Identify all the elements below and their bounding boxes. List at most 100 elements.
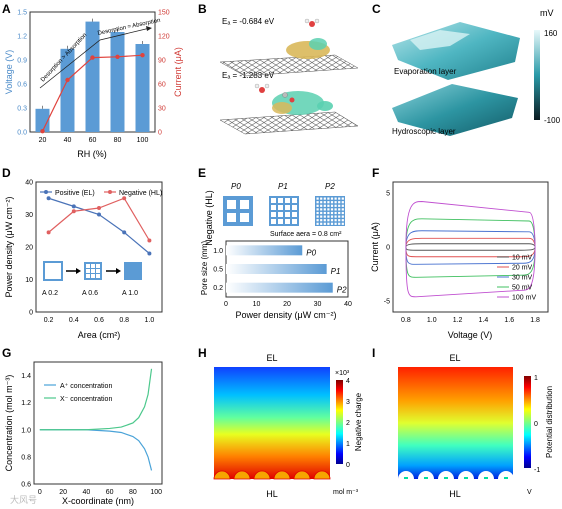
trend-arrow [39, 27, 151, 89]
x-tick-label: 0.2 [44, 317, 54, 324]
pore-contact [504, 477, 508, 479]
voltage-bar [110, 32, 125, 132]
colorbar-tick: 0 [346, 462, 350, 469]
colorbar-tick: 1 [534, 375, 538, 382]
concentration-line [39, 429, 153, 471]
y-tick-label: 10 [25, 277, 33, 284]
x-tick-label: 1.6 [504, 317, 514, 324]
colorbar-tick: 1 [346, 441, 350, 448]
y-tick-label: 1.2 [17, 34, 27, 41]
x-tick-label: 60 [89, 137, 97, 144]
oxygen-atom-bottom-2 [289, 97, 295, 103]
x-tick-label: 40 [82, 489, 90, 496]
x-tick-label: 60 [106, 489, 114, 496]
current-point [90, 55, 95, 60]
panel-d-x-axis-label: Area (cm²) [78, 330, 121, 340]
x-tick-label: 0.4 [69, 317, 79, 324]
panel-label-f: F [372, 166, 379, 180]
x-tick-label: 10 [253, 301, 261, 308]
series-point [97, 212, 101, 217]
colorbar-max: 160 [544, 29, 558, 38]
oxygen-atom-bottom [259, 87, 265, 93]
pattern-label-p1: P1 [278, 182, 288, 191]
series-point [97, 206, 101, 210]
legend-label: 50 mV [512, 285, 533, 292]
hydrogen-atom-bottom-1 [254, 83, 260, 89]
pore [213, 470, 231, 480]
pore [438, 471, 454, 479]
legend-marker-positive [44, 190, 48, 194]
pore-contact [464, 477, 468, 479]
x-tick-label: 1.4 [479, 317, 489, 324]
power-bar [226, 264, 327, 274]
inset-label-a06: A 0.6 [82, 290, 98, 297]
panel-h-simulation: EL HL ×10³ 4 3 2 1 0 Negative charge mol m⁻³ [213, 353, 363, 499]
current-point [40, 129, 45, 134]
series-point [147, 238, 152, 243]
voltage-bar [60, 48, 75, 132]
colorbar-tick: 4 [346, 378, 350, 385]
panel-label-i: I [372, 346, 375, 360]
y2-tick-label: 0 [158, 130, 162, 137]
colorbar-unit-mv: mV [540, 8, 554, 18]
panel-f-x-axis-label: Voltage (V) [448, 330, 493, 340]
pore-contact [484, 477, 488, 479]
series-point [147, 251, 152, 256]
panel-b-dft: Eₐ = -0.684 eV Eₐ = -1.283 eV [219, 17, 359, 135]
x-tick-label: 100 [137, 137, 149, 144]
current-point [115, 54, 120, 59]
inset-arrow-2-head [116, 268, 121, 274]
panel-h-cb-exponent: ×10³ [335, 370, 350, 377]
legend-cation-label: A⁺ concentration [60, 383, 112, 390]
panel-c-kpfm: Evaporation layer Hydroscopic layer mV 1… [392, 8, 561, 136]
y-tick-label: 1.0 [213, 248, 223, 255]
y-tick-label: 0 [386, 245, 390, 252]
y-tick-label: 1.5 [17, 10, 27, 17]
bar-label: P2 [337, 286, 347, 295]
panel-i-cb-label: Potential distribution [545, 386, 554, 458]
x-tick-label: 40 [344, 301, 352, 308]
y-tick-label: 0.6 [17, 82, 27, 89]
y-tick-label: 0.8 [21, 454, 31, 461]
panel-e-chart: Negative (HL) P0 P1 P2 Surface aera = 0.… [200, 182, 352, 320]
panel-label-d: D [2, 166, 11, 180]
pattern-label-p0: P0 [231, 182, 241, 191]
panel-e-vertical-title: Negative (HL) [204, 190, 214, 246]
legend-label: 20 mV [512, 265, 533, 272]
pore [293, 470, 311, 480]
hydrogen-atom-top-2 [314, 18, 320, 24]
panel-e-y-axis-label: Pore size (mm) [200, 241, 209, 296]
series-point [71, 204, 76, 209]
power-bar [226, 245, 303, 256]
panel-a-x-axis-label: RH (%) [77, 149, 107, 159]
panel-g-y-axis-label: Concentration (mol m⁻³) [4, 375, 14, 472]
x-tick-label: 0 [224, 301, 228, 308]
x-tick-label: 0 [38, 489, 42, 496]
panel-label-g: G [2, 346, 11, 360]
colorbar-tick: 0 [534, 421, 538, 428]
pore [418, 471, 434, 479]
panel-h-colorbar [336, 380, 343, 464]
panel-i-simulation: EL HL 1 0 -1 Potential distribution V [398, 353, 554, 499]
panel-i-top-label: EL [449, 353, 460, 363]
x-tick-label: 20 [39, 137, 47, 144]
graphene-sheet-bottom [219, 111, 359, 135]
y-tick-label: 0.3 [17, 106, 27, 113]
y-tick-label: 0.2 [213, 285, 223, 292]
hydroscopic-surface [392, 84, 518, 136]
charge-cloud-top-green [309, 38, 327, 50]
x-tick-label: 1.8 [530, 317, 540, 324]
trend-arrow-head [146, 26, 152, 31]
evaporation-surface-highlight [410, 30, 470, 50]
pattern-label-p2: P2 [325, 182, 335, 191]
oxygen-atom-top [309, 21, 315, 27]
panel-f-y-axis-label: Current (μA) [370, 222, 380, 272]
panel-c-colorbar [534, 30, 540, 120]
y-tick-label: 0.0 [17, 130, 27, 137]
inset-electrode-0-2 [43, 261, 63, 281]
y2-tick-label: 60 [158, 82, 166, 89]
panel-d-chart: 0.2 0.4 0.6 0.8 1.0 0 10 20 30 40 Positive (EL) N… [4, 180, 163, 340]
x-tick-label: 80 [129, 489, 137, 496]
inset-label-a02: A 0.2 [42, 290, 58, 297]
